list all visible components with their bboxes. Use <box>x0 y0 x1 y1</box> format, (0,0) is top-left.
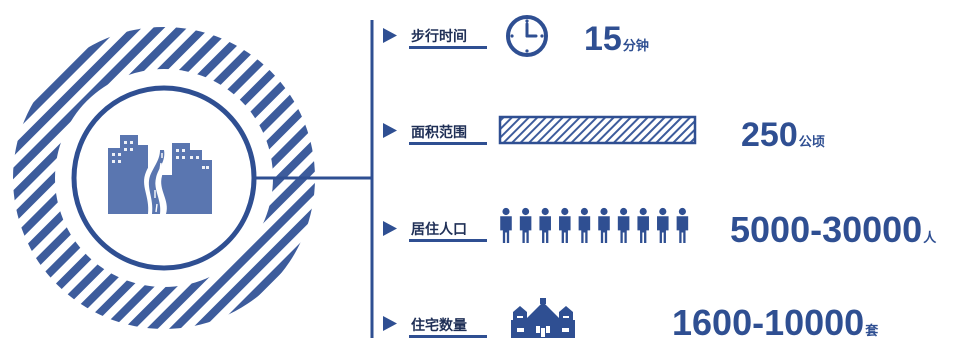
value-number: 250 <box>741 116 798 154</box>
person-icon <box>578 207 591 243</box>
value-walk-time: 15分钟 <box>584 22 649 56</box>
person-icon <box>598 207 610 243</box>
value-unit: 分钟 <box>622 39 649 54</box>
value-unit: 人 <box>923 231 937 246</box>
person-icon <box>539 207 551 243</box>
value-number: 5000-30000 <box>730 209 923 250</box>
label-walk-time: 步行时间 <box>411 29 467 45</box>
city-road-icon <box>108 135 212 214</box>
person-icon <box>559 207 571 243</box>
person-icon <box>637 207 649 243</box>
value-unit: 公顷 <box>798 135 825 150</box>
person-icon <box>617 207 630 243</box>
value-population: 5000-30000人 <box>730 212 936 248</box>
value-housing-count: 1600-10000套 <box>672 305 878 341</box>
houses-icon <box>511 298 575 338</box>
value-unit: 套 <box>865 324 879 339</box>
person-icon <box>676 207 689 243</box>
person-icon <box>500 207 512 243</box>
people-icon <box>500 207 689 243</box>
value-number: 15 <box>584 20 622 58</box>
value-number: 1600-10000 <box>672 302 865 343</box>
label-area-range: 面积范围 <box>411 125 467 141</box>
person-icon <box>657 207 669 243</box>
value-area-range: 250公顷 <box>741 118 825 152</box>
label-decor <box>383 28 487 338</box>
clock-icon <box>506 15 548 57</box>
label-population: 居住人口 <box>411 222 467 238</box>
person-icon <box>519 207 532 243</box>
label-housing-count: 住宅数量 <box>411 318 467 334</box>
area-bar-icon <box>498 115 697 145</box>
